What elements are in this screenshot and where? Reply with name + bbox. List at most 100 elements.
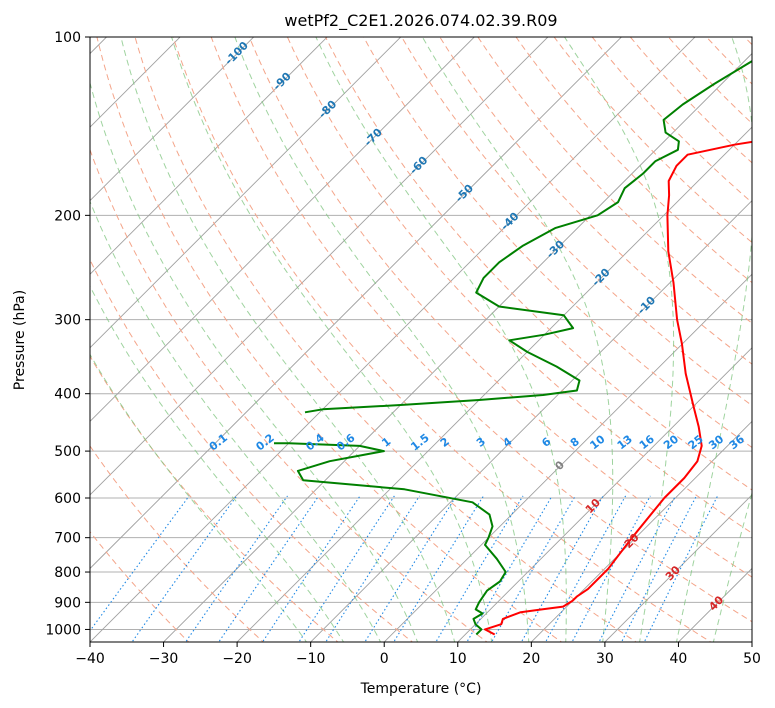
isotherm-line — [90, 37, 402, 349]
dry-adiabat-line — [90, 355, 339, 642]
x-tick-label: 40 — [670, 651, 688, 667]
y-tick-label: 100 — [54, 30, 81, 46]
isotherm-line — [383, 273, 752, 642]
isotherm-line — [677, 567, 752, 642]
dry-adiabat-line — [90, 258, 414, 642]
y-tick-label: 200 — [54, 208, 81, 224]
dry-adiabat-line — [667, 37, 752, 125]
x-tick-label: 0 — [380, 651, 389, 667]
profile-layer — [274, 60, 752, 636]
moist-adiabat-line — [234, 37, 530, 642]
plot-frame — [89, 36, 753, 643]
y-tick-label: 400 — [54, 387, 81, 403]
mixing-ratio-line — [393, 495, 484, 642]
moist-adiabat-line — [90, 353, 308, 642]
y-tick-label: 1000 — [45, 622, 81, 638]
mixing-ratio-label: 6 — [539, 435, 553, 450]
mixing-ratio-label: 0.4 — [303, 431, 327, 453]
mixing-ratio-line — [325, 495, 421, 642]
dry-adiabat-line — [401, 37, 752, 407]
annotation-layer: 0.1 0.2 0.4 0.6 1 1.5 2 3 4 6 8 10 13 16 20 25 30 36-100-… — [207, 39, 748, 614]
isotherm-line — [530, 420, 752, 642]
mixing-ratio-line — [298, 495, 395, 642]
mixing-ratio-line — [491, 495, 576, 642]
x-tick-label: −30 — [149, 651, 179, 667]
moist-adiabat-label: 40 — [706, 593, 726, 613]
y-axis-label: Pressure (hPa) — [12, 290, 28, 390]
y-tick-label: 300 — [54, 313, 81, 329]
isotherm-line — [236, 126, 752, 642]
y-tick-label: 900 — [54, 595, 81, 611]
moist-adiabat-line — [171, 37, 493, 642]
y-tick-label: 800 — [54, 565, 81, 581]
isotherm-line — [90, 37, 623, 570]
isotherm-line — [604, 494, 752, 642]
x-tick-label: −40 — [75, 651, 105, 667]
mixing-ratio-line — [571, 495, 651, 642]
dry-adiabat-line — [248, 37, 752, 578]
x-tick-label: 30 — [596, 651, 614, 667]
x-tick-label: −20 — [222, 651, 252, 667]
moist-adiabat-line — [120, 37, 456, 642]
mixing-ratio-label: 30 — [706, 432, 726, 452]
moist-adiabat-line — [421, 37, 614, 642]
mixing-ratio-label: 1 — [379, 435, 393, 450]
isotherm-line — [90, 37, 475, 422]
mixing-ratio-label: 8 — [568, 435, 582, 450]
dry-adiabat-line — [286, 37, 752, 534]
moist-adiabat-label: 10 — [583, 496, 603, 516]
mixing-ratio-label: 25 — [686, 433, 706, 453]
mixing-ratio-line — [520, 495, 604, 642]
y-axis: 100 200 300 400 500 600 700 800 900 1000 — [45, 30, 90, 638]
dry-adiabat-label: -20 — [589, 266, 612, 289]
isotherm-line — [751, 641, 752, 642]
mixing-ratio-line — [466, 495, 553, 642]
x-tick-label: 10 — [449, 651, 467, 667]
mixing-ratio-label: 0.1 — [207, 431, 230, 453]
dry-adiabat-line — [743, 37, 752, 46]
mixing-ratio-label: 0.6 — [334, 431, 358, 453]
isotherm-line — [90, 37, 549, 496]
isotherm-line — [310, 200, 752, 642]
dry-adiabat-line — [324, 37, 752, 491]
isotherm-line — [90, 37, 328, 275]
dry-adiabat-line — [770, 24, 775, 645]
mixing-ratio-label: 2 — [438, 435, 452, 450]
dry-adiabat-line — [591, 37, 752, 204]
mixing-ratio-label: 4 — [501, 435, 515, 450]
mixing-ratio-line — [218, 495, 320, 642]
grid-layer — [90, 24, 775, 645]
mixing-ratio-line — [90, 495, 190, 632]
dry-adiabat-line — [363, 37, 752, 449]
y-tick-label: 700 — [54, 531, 81, 547]
moist-adiabat-label: 30 — [663, 563, 683, 583]
dry-adiabat-line — [439, 37, 752, 365]
dry-adiabat-label: -50 — [453, 181, 476, 204]
profile-line-temperature — [484, 140, 752, 636]
x-axis: −40 −30 −20 −10 0 10 20 30 40 50 — [75, 642, 761, 667]
moist-adiabat-line — [675, 37, 752, 642]
x-tick-label: −10 — [296, 651, 326, 667]
dry-adiabat-line — [90, 148, 488, 642]
isotherm-line — [162, 52, 752, 642]
isotherm-line — [90, 37, 696, 642]
mixing-ratio-line — [620, 495, 697, 642]
dry-adiabat-line — [96, 37, 563, 642]
profile-line-dewpoint-upper — [304, 60, 752, 414]
mixing-ratio-label: 36 — [727, 432, 747, 452]
x-tick-label: 20 — [522, 651, 540, 667]
dry-adiabat-label: -60 — [407, 154, 430, 177]
mixing-ratio-line — [435, 495, 524, 642]
isotherm-line — [90, 37, 255, 202]
moist-adiabat-line — [90, 284, 345, 642]
moist-adiabat-line — [90, 81, 419, 642]
y-tick-label: 600 — [54, 491, 81, 507]
moist-adiabat-line — [712, 491, 752, 642]
moist-adiabat-line — [315, 37, 567, 642]
dry-adiabat-line — [90, 445, 264, 642]
dry-adiabat-line — [705, 37, 752, 85]
isotherm-line — [457, 347, 752, 642]
profile-line-dewpoint — [274, 442, 507, 636]
dry-adiabat-label: -100 — [222, 39, 251, 68]
